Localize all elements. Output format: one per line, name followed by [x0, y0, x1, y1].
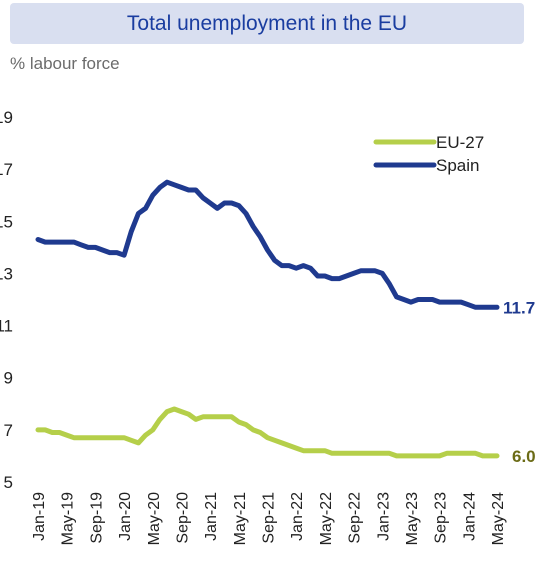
- end-labels: 6.0 11.7: [503, 298, 536, 466]
- x-tick-label: Jan-21: [203, 492, 220, 541]
- y-tick-label: 7: [4, 421, 13, 440]
- end-value-label: 6.0: [512, 447, 536, 466]
- series-line-eu-27: [35, 406, 500, 459]
- legend: EU-27 Spain: [373, 133, 484, 175]
- x-axis-ticks: Jan-19 May-19 Sep-19 Jan-20 May-20 Sep-20 Jan-…: [31, 492, 507, 545]
- chart-title-banner: Total unemployment in the EU: [10, 3, 524, 44]
- y-tick-label: 15: [0, 212, 13, 231]
- y-tick-label: 5: [4, 473, 13, 492]
- series-line-spain: [35, 179, 500, 310]
- x-tick-label: May-19: [60, 492, 77, 545]
- end-value-label: 11.7: [503, 298, 535, 317]
- x-tick-label: Sep-21: [261, 492, 278, 544]
- x-tick-label: Jan-20: [117, 492, 134, 541]
- x-tick-label: Jan-19: [31, 492, 48, 541]
- x-tick-label: May-21: [232, 492, 249, 545]
- y-tick-label: 17: [0, 160, 13, 179]
- y-axis-units-label: % labour force: [10, 54, 120, 73]
- x-tick-label: May-20: [146, 492, 163, 545]
- y-tick-label: 11: [0, 317, 13, 336]
- chart-title: Total unemployment in the EU: [126, 12, 408, 35]
- x-tick-label: Sep-19: [88, 492, 105, 544]
- y-tick-label: 19: [0, 108, 13, 127]
- x-tick-label: May-23: [404, 492, 421, 545]
- x-tick-label: Sep-20: [174, 492, 191, 544]
- y-tick-label: 9: [4, 369, 13, 388]
- x-tick-label: May-22: [318, 492, 335, 545]
- legend-label: Spain: [436, 156, 479, 175]
- y-tick-label: 13: [0, 264, 13, 283]
- legend-label: EU-27: [436, 133, 484, 152]
- x-tick-label: Sep-23: [433, 492, 450, 544]
- series-lines: [35, 179, 500, 459]
- x-tick-label: Jan-22: [289, 492, 306, 541]
- x-tick-label: May-24: [490, 492, 507, 545]
- x-tick-label: Jan-24: [461, 492, 478, 541]
- x-tick-label: Jan-23: [375, 492, 392, 541]
- x-tick-label: Sep-22: [347, 492, 364, 544]
- y-axis-ticks: 19 17 15 13 11 9 7 5: [0, 108, 13, 492]
